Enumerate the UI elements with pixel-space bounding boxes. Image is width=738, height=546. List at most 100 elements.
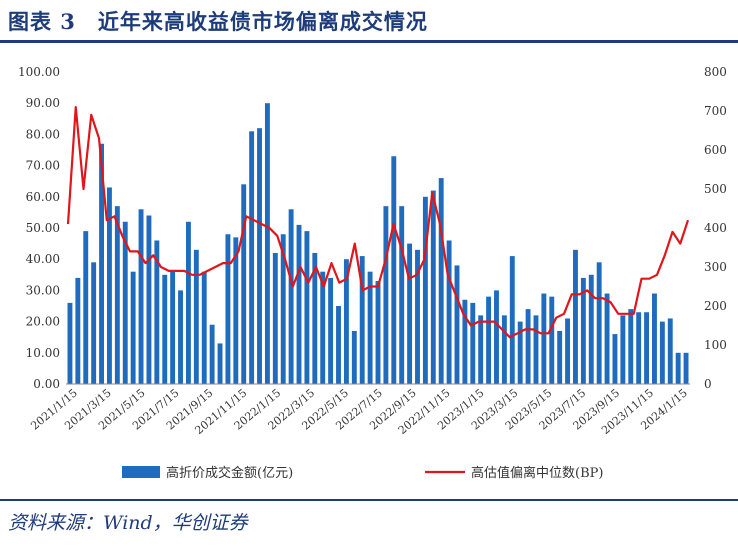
bar (478, 315, 484, 384)
bar (351, 330, 357, 384)
bar-series (67, 103, 689, 384)
bar (178, 290, 183, 384)
bar (162, 274, 168, 384)
left-tick-label: 10.00 (26, 346, 60, 360)
footer-rule (0, 499, 738, 501)
bar (336, 306, 341, 384)
line-series (66, 105, 690, 339)
bar (422, 196, 428, 384)
chart: 0.00 10.00 20.00 30.00 40.00 50.00 60.00 70.00 8… (18, 65, 727, 481)
bar (391, 156, 397, 384)
legend: 高折价成交金额(亿元) 高估值偏离中位数(BP) (122, 465, 603, 481)
bar (328, 277, 334, 384)
bar (233, 237, 239, 384)
left-axis: 0.00 10.00 20.00 30.00 40.00 50.00 60.00 70.00 8… (18, 65, 60, 391)
bar (217, 343, 223, 384)
bar (604, 293, 610, 384)
left-tick-label: 60.00 (26, 190, 60, 204)
bar (193, 249, 199, 384)
header-rule (0, 40, 738, 43)
right-tick-label: 100 (704, 338, 727, 352)
bar (596, 262, 602, 384)
bar (675, 352, 681, 384)
bar (407, 243, 413, 384)
x-axis: 2021/1/152021/3/152021/5/152021/7/152021… (28, 386, 690, 437)
bar (517, 321, 523, 384)
bar (470, 302, 476, 384)
bar (667, 318, 673, 384)
bar (296, 224, 302, 384)
bar (659, 321, 665, 384)
bar (343, 259, 349, 384)
bar (628, 309, 634, 384)
bar (154, 240, 160, 384)
bar (130, 271, 136, 384)
right-tick-label: 800 (704, 65, 727, 79)
bar (209, 324, 215, 384)
bar (170, 271, 176, 384)
bar (146, 215, 152, 384)
bar (549, 296, 555, 384)
bar (415, 249, 420, 384)
right-tick-label: 300 (704, 260, 727, 274)
right-tick-label: 700 (704, 104, 727, 118)
bar (249, 131, 255, 384)
bar (573, 249, 578, 384)
bar (580, 277, 586, 384)
bar (312, 252, 318, 384)
bar (320, 271, 326, 384)
bar (288, 209, 294, 384)
left-tick-label: 0.00 (33, 377, 60, 391)
bar (494, 290, 499, 384)
bar (201, 271, 207, 384)
bar (462, 299, 468, 384)
bar (225, 234, 231, 384)
bar (264, 103, 270, 384)
bar (652, 293, 657, 384)
bar (533, 315, 539, 384)
source-note: 资料来源：Wind，华创证券 (8, 512, 248, 534)
left-tick-label: 20.00 (26, 315, 60, 329)
left-tick-label: 70.00 (26, 159, 60, 173)
bar (588, 274, 594, 384)
bar (383, 206, 389, 384)
right-tick-label: 400 (704, 221, 727, 235)
left-tick-label: 80.00 (26, 127, 60, 141)
figure-header: 图表 3 近年来高收益债市场偏离成交情况 (0, 0, 738, 44)
bar (138, 209, 144, 384)
left-tick-label: 40.00 (26, 252, 60, 266)
bar (304, 231, 310, 384)
bar (509, 256, 515, 384)
bar (525, 309, 531, 384)
bar (644, 312, 650, 384)
bar (620, 315, 626, 384)
bar (280, 234, 286, 384)
bar (541, 293, 547, 384)
bar (486, 296, 492, 384)
bar (612, 334, 618, 384)
bar (272, 252, 278, 384)
bar (359, 256, 365, 384)
right-tick-label: 200 (704, 299, 727, 313)
bar (565, 318, 571, 384)
right-tick-label: 0 (704, 377, 712, 391)
legend-line-label: 高估值偏离中位数(BP) (471, 465, 603, 481)
right-tick-label: 500 (704, 182, 727, 196)
bar (106, 187, 112, 384)
bar (683, 352, 689, 384)
bar (438, 178, 444, 384)
legend-bar-label: 高折价成交金额(亿元) (166, 465, 293, 481)
bar (75, 277, 81, 384)
figure-title: 图表 3 近年来高收益债市场偏离成交情况 (8, 9, 428, 34)
left-tick-label: 30.00 (26, 283, 60, 297)
bar (399, 206, 405, 384)
right-axis: 0 100 200 300 400 500 600 700 800 (704, 65, 727, 391)
bar (557, 330, 563, 384)
bar (257, 128, 262, 384)
bar (185, 221, 191, 384)
bar (83, 231, 89, 384)
right-tick-label: 600 (704, 143, 727, 157)
bar (446, 240, 452, 384)
legend-bar-swatch (122, 466, 160, 478)
bar (122, 221, 128, 384)
